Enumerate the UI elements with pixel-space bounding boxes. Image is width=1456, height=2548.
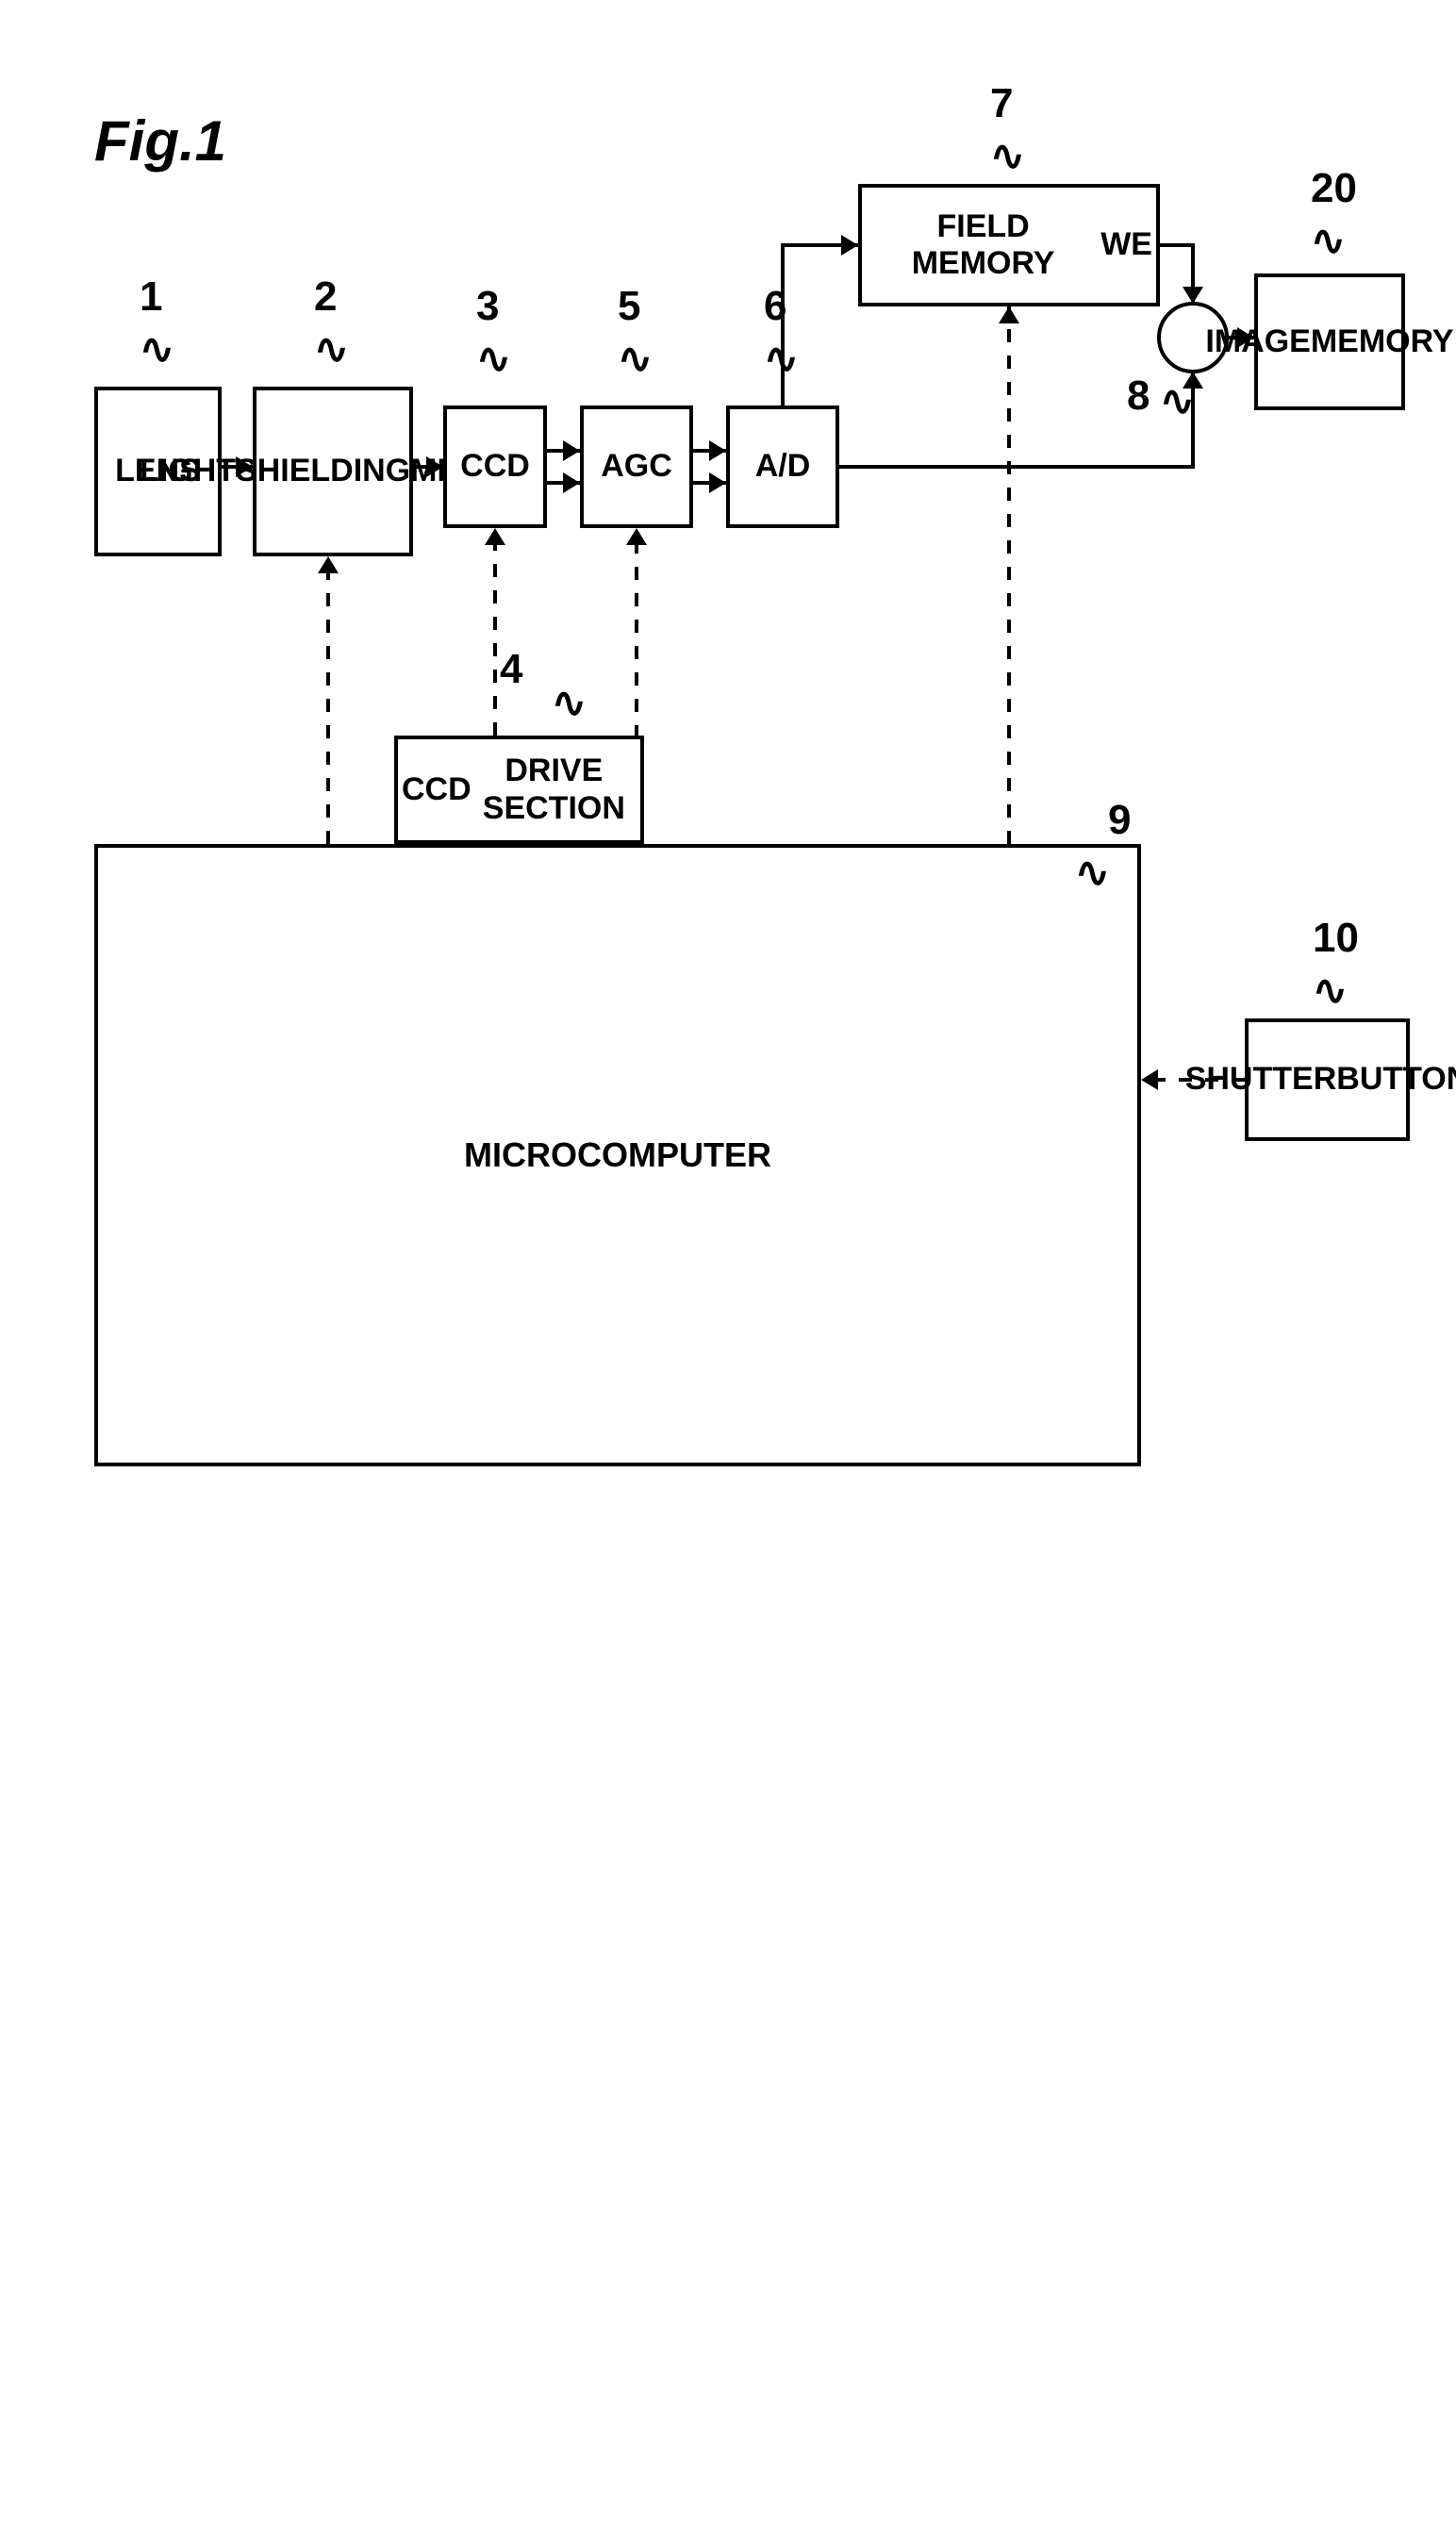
light_shielding-block: LIGHTSHIELDINGMEANS — [253, 387, 413, 556]
field_memory-lead: ∿ — [990, 132, 1025, 180]
ccd_drive-ref: 4 — [500, 646, 522, 693]
ccd-block: CCD — [443, 405, 547, 528]
ad-lead: ∿ — [764, 335, 799, 383]
field_memory-block: FIELD MEMORYWE — [858, 184, 1160, 306]
ccd_drive-block: CCDDRIVE SECTION — [394, 736, 644, 844]
light_shielding-ref: 2 — [314, 273, 337, 321]
shutter-ref: 10 — [1313, 915, 1359, 962]
summer-lead: ∿ — [1160, 377, 1195, 425]
image_memory-ref: 20 — [1311, 165, 1357, 212]
shutter-block: SHUTTERBUTTON — [1245, 1018, 1410, 1141]
figure-title: Fig.1 — [94, 108, 226, 174]
ccd-ref: 3 — [476, 283, 499, 330]
field_memory-ref: 7 — [990, 80, 1013, 127]
light_shielding-lead: ∿ — [314, 325, 349, 373]
image_memory-lead: ∿ — [1311, 217, 1346, 265]
agc-ref: 5 — [618, 283, 640, 330]
ad-block: A/D — [726, 405, 839, 528]
microcomputer-lead: ∿ — [1075, 849, 1110, 897]
agc-block: AGC — [580, 405, 693, 528]
summer-ref: 8 — [1127, 372, 1150, 420]
shutter-lead: ∿ — [1313, 967, 1348, 1015]
microcomputer-ref: 9 — [1108, 797, 1131, 844]
agc-lead: ∿ — [618, 335, 653, 383]
ccd_drive-lead: ∿ — [552, 679, 587, 727]
microcomputer-block: MICROCOMPUTER — [94, 844, 1141, 1466]
ccd-lead: ∿ — [476, 335, 511, 383]
ad-ref: 6 — [764, 283, 786, 330]
image_memory-block: IMAGEMEMORY — [1254, 273, 1405, 410]
lens-lead: ∿ — [140, 325, 174, 373]
lens-ref: 1 — [140, 273, 162, 321]
